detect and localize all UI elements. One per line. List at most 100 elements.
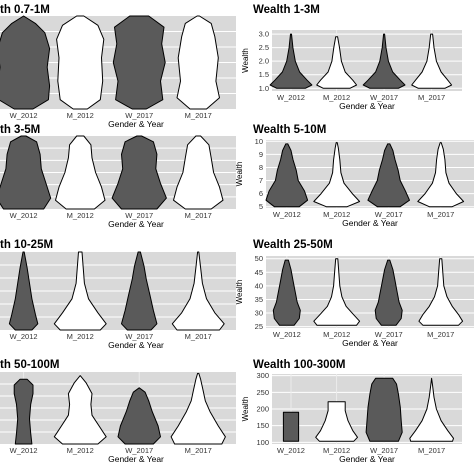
violin-m-2012 xyxy=(313,142,361,208)
y-tick-label: 25 xyxy=(255,322,263,331)
x-tick-label: W_2017 xyxy=(375,210,403,219)
violin-w-2017 xyxy=(117,387,161,445)
x-tick-label: W_2012 xyxy=(277,446,305,455)
x-axis-label: Gender & Year xyxy=(339,454,395,464)
x-tick-label: M_2012 xyxy=(323,446,350,455)
x-tick-label: M_2012 xyxy=(323,93,350,102)
x-axis-label: Gender & Year xyxy=(342,218,398,228)
violin-m-2012 xyxy=(53,375,107,445)
violin-w-2012 xyxy=(13,378,34,445)
x-tick-label: W_2017 xyxy=(125,332,153,341)
panel-3-5m: th 3-5M W_2012 M_2012 W_2017 M_2017 Gender &… xyxy=(0,124,236,229)
x-axis-label: Gender & Year xyxy=(108,454,164,464)
y-tick-label: 7 xyxy=(259,176,263,185)
x-tick-label: M_2017 xyxy=(185,446,212,455)
violin-w-2012 xyxy=(0,135,52,210)
panel-10-25m: th 10-25M W_2012 M_2012 W_2017 M_2017 Gender… xyxy=(0,239,236,350)
x-tick-label: M_2012 xyxy=(67,211,94,220)
x-tick-label: W_2017 xyxy=(370,93,398,102)
violin-m-2012 xyxy=(55,135,106,210)
violin-m-2012 xyxy=(315,401,358,442)
x-tick-label: M_2012 xyxy=(67,446,94,455)
y-axis-label: Wealth xyxy=(235,162,244,187)
x-tick-label: W_2012 xyxy=(10,111,38,120)
x-axis-label: Gender & Year xyxy=(342,338,398,348)
violin-m-2012 xyxy=(316,36,358,89)
x-tick-label: M_2012 xyxy=(323,210,350,219)
violin-w-2012 xyxy=(8,251,39,331)
panel-title: Wealth 100-300M xyxy=(253,359,345,371)
violin-w-2017 xyxy=(112,15,166,110)
violin-w-2017 xyxy=(367,143,410,208)
x-tick-label: W_2017 xyxy=(125,111,153,120)
violin-w-2017 xyxy=(362,33,406,89)
x-tick-label: W_2017 xyxy=(125,446,153,455)
x-tick-label: W_2012 xyxy=(273,210,301,219)
panel-title: th 10-25M xyxy=(0,239,53,251)
x-tick-label: W_2017 xyxy=(375,330,403,339)
x-tick-label: W_2012 xyxy=(273,330,301,339)
violin-m-2012 xyxy=(313,258,361,326)
panel-5-10m: Wealth 5-10M 5 6 7 8 9 10 W_2012 M_2012 W_2017 M_… xyxy=(235,124,474,228)
x-tick-label: M_2017 xyxy=(418,446,445,455)
x-tick-label: W_2017 xyxy=(125,211,153,220)
x-tick-label: M_2012 xyxy=(323,330,350,339)
x-tick-label: M_2017 xyxy=(427,210,454,219)
violin-w-2017 xyxy=(111,135,167,210)
y-tick-label: 5 xyxy=(259,202,263,211)
y-tick-label: 2.0 xyxy=(259,57,269,66)
x-tick-label: M_2017 xyxy=(185,332,212,341)
panel-50-100m: th 50-100M W_2012 M_2012 W_2017 M_2017 Gende… xyxy=(0,359,236,464)
violin-m-2012 xyxy=(53,251,107,331)
panel-25-50m: Wealth 25-50M 25 30 35 40 45 50 W_2012 M_2012 W_… xyxy=(235,239,474,348)
panel-title: Wealth 25-50M xyxy=(253,239,333,251)
violin-m-2017 xyxy=(409,377,454,442)
panel-1-3m: Wealth 1-3M 1.0 1.5 2.0 2.5 3.0 W_2012 M_2012 W… xyxy=(241,4,462,111)
y-tick-label: 1.5 xyxy=(259,70,269,79)
violin-m-2017 xyxy=(170,372,226,445)
violin-w-2012 xyxy=(269,33,313,89)
y-tick-label: 3.0 xyxy=(259,30,269,39)
y-tick-label: 50 xyxy=(255,254,263,263)
violin-w-2017 xyxy=(121,251,158,331)
violin-w-2017 xyxy=(374,259,403,326)
x-tick-label: M_2017 xyxy=(185,111,212,120)
x-tick-label: W_2012 xyxy=(10,332,38,341)
panel-title: th 50-100M xyxy=(0,359,59,371)
x-tick-label: M_2017 xyxy=(418,93,445,102)
x-tick-label: W_2017 xyxy=(370,446,398,455)
x-axis-label: Gender & Year xyxy=(108,119,164,129)
violin-m-2017 xyxy=(418,258,464,326)
x-tick-label: M_2017 xyxy=(427,330,454,339)
y-tick-label: 100 xyxy=(256,438,269,447)
y-tick-label: 150 xyxy=(256,421,269,430)
x-tick-label: W_2012 xyxy=(277,93,305,102)
y-tick-label: 35 xyxy=(255,295,263,304)
y-tick-label: 40 xyxy=(255,281,263,290)
violin-w-2017 xyxy=(365,377,403,442)
x-axis-label: Gender & Year xyxy=(108,219,164,229)
y-axis-label: Wealth xyxy=(235,280,244,305)
y-tick-label: 9 xyxy=(259,150,263,159)
violin-w-2012 xyxy=(265,143,309,208)
y-tick-label: 45 xyxy=(255,268,263,277)
y-tick-label: 2.5 xyxy=(259,43,269,52)
x-tick-label: M_2017 xyxy=(185,211,212,220)
panel-100-300m: Wealth 100-300M 100 150 200 250 300 W_2012 M_2… xyxy=(241,359,462,464)
y-axis-label: Wealth xyxy=(241,48,250,73)
violin-w-2012 xyxy=(272,259,301,326)
violin-m-2017 xyxy=(176,15,220,110)
x-axis-label: Gender & Year xyxy=(339,101,395,111)
panel-title: Wealth 1-3M xyxy=(253,4,320,16)
violin-m-2012 xyxy=(56,15,105,110)
y-tick-label: 300 xyxy=(256,371,269,380)
y-axis-label: Wealth xyxy=(241,397,250,422)
panel-0-7-1m: th 0.7-1M W_2012 M_2012 W_2017 M_2017 Gender… xyxy=(0,4,236,129)
x-tick-label: W_2012 xyxy=(10,446,38,455)
y-tick-label: 30 xyxy=(255,309,263,318)
x-tick-label: W_2012 xyxy=(10,211,38,220)
y-tick-label: 200 xyxy=(256,405,269,414)
y-tick-label: 8 xyxy=(259,163,263,172)
violin-w-2012 xyxy=(0,15,51,110)
